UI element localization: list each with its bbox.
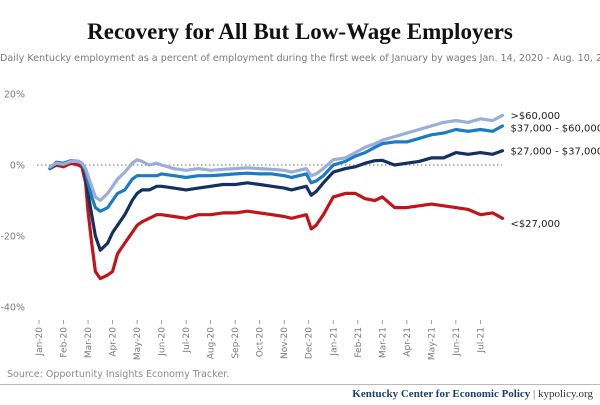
series-line-1 xyxy=(48,124,505,213)
x-axis: Jan-20 Feb-20 Mar-20 Apr-20 May-20 Jun-20 Jul-… xyxy=(35,320,486,360)
x-tick-label: Oct-20 xyxy=(256,327,266,358)
x-tick-label: Jun-21 xyxy=(452,327,462,357)
x-tick-label: Jul-21 xyxy=(476,327,486,354)
series-line-3 xyxy=(48,161,505,281)
x-tick-label: Nov-20 xyxy=(280,327,290,359)
x-tick-label: Dec-20 xyxy=(305,327,315,359)
footer-separator: | xyxy=(530,388,538,400)
x-tick-label: May-20 xyxy=(133,327,143,360)
x-tick-label: May-21 xyxy=(427,327,437,360)
series-line-2 xyxy=(48,149,505,252)
x-tick-label: Mar-21 xyxy=(378,327,388,358)
x-tick-label: Apr-21 xyxy=(403,327,413,357)
x-tick-label: Jan-20 xyxy=(35,327,45,357)
chart-subtitle: Daily Kentucky employment as a percent o… xyxy=(0,53,600,64)
source-note: Source: Opportunity Insights Economy Tra… xyxy=(7,369,230,380)
y-tick-label: -20% xyxy=(0,232,25,243)
end-label-1: $37,000 - $60,000 xyxy=(510,123,600,134)
y-tick-label: 0% xyxy=(10,161,25,172)
chart-title: Recovery for All But Low-Wage Employers xyxy=(87,19,513,44)
x-tick-label: Feb-20 xyxy=(60,327,70,358)
y-tick-label: -40% xyxy=(0,303,25,314)
x-tick-label: Jun-20 xyxy=(158,327,168,357)
series-line-0 xyxy=(48,113,505,203)
end-label-3: <$27,000 xyxy=(510,219,560,230)
y-axis: 20% 0% -20% -40% xyxy=(0,90,25,314)
x-tick-label: Jul-20 xyxy=(182,327,192,354)
end-label-0: >$60,000 xyxy=(510,111,560,122)
x-tick-label: Sep-20 xyxy=(231,327,241,359)
footer-divider xyxy=(0,384,600,385)
footer: Kentucky Center for Economic Policy | ky… xyxy=(352,388,593,400)
x-tick-label: Feb-21 xyxy=(354,327,364,358)
x-tick-label: Jan-21 xyxy=(329,327,339,357)
x-tick-label: Aug-20 xyxy=(207,327,217,360)
y-tick-label: 20% xyxy=(4,90,25,101)
end-label-2: $27,000 - $37,000 xyxy=(510,146,600,157)
series-lines xyxy=(48,113,505,281)
x-tick-label: Mar-20 xyxy=(84,327,94,358)
footer-site: kypolicy.org xyxy=(538,388,593,400)
x-tick-label: Apr-20 xyxy=(109,327,119,357)
footer-org: Kentucky Center for Economic Policy xyxy=(352,388,531,400)
end-labels: >$60,000$37,000 - $60,000 $27,000 - $37,0… xyxy=(510,111,600,230)
